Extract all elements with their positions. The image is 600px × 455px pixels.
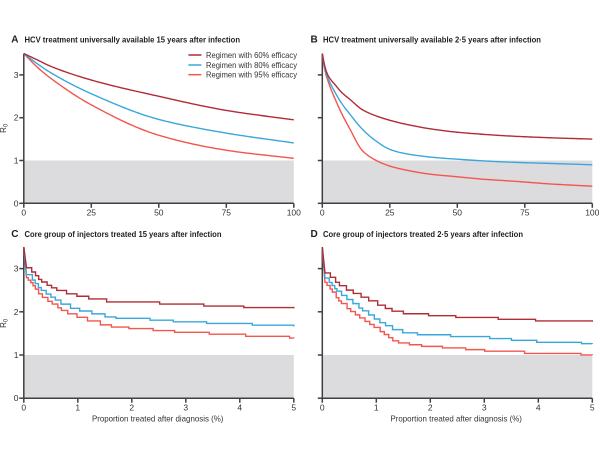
svg-text:1: 1 xyxy=(75,402,80,412)
svg-text:0: 0 xyxy=(21,207,26,217)
svg-text:Regimen with 95% efficacy: Regimen with 95% efficacy xyxy=(206,70,298,80)
svg-text:25: 25 xyxy=(87,207,97,217)
svg-text:75: 75 xyxy=(520,207,530,217)
svg-text:25: 25 xyxy=(385,207,395,217)
svg-text:Core group of injectors treate: Core group of injectors treated 2·5 year… xyxy=(323,229,523,239)
svg-text:0: 0 xyxy=(14,198,19,208)
svg-text:C: C xyxy=(11,229,18,240)
svg-text:50: 50 xyxy=(453,207,463,217)
svg-text:1: 1 xyxy=(14,156,19,166)
svg-text:0: 0 xyxy=(320,207,325,217)
svg-text:0: 0 xyxy=(320,402,325,412)
svg-text:Proportion treated after diagn: Proportion treated after diagnosis (%) xyxy=(390,414,522,424)
svg-text:100: 100 xyxy=(585,207,599,217)
svg-text:HCV treatment universally avai: HCV treatment universally available 2·5 … xyxy=(323,35,541,45)
svg-text:D: D xyxy=(311,229,318,240)
svg-text:100: 100 xyxy=(287,207,301,217)
svg-text:75: 75 xyxy=(222,207,232,217)
svg-text:Core group of injectors treate: Core group of injectors treated 15 years… xyxy=(25,229,222,239)
svg-text:4: 4 xyxy=(536,402,541,412)
svg-text:Proportion treated after diagn: Proportion treated after diagnosis (%) xyxy=(92,414,224,424)
svg-text:0: 0 xyxy=(14,393,19,403)
svg-text:Regimen with 60% efficacy: Regimen with 60% efficacy xyxy=(206,50,298,60)
svg-text:2: 2 xyxy=(14,113,19,123)
svg-text:5: 5 xyxy=(291,402,296,412)
svg-text:50: 50 xyxy=(154,207,164,217)
svg-text:B: B xyxy=(311,35,318,46)
svg-text:A: A xyxy=(11,35,18,46)
svg-text:3: 3 xyxy=(183,402,188,412)
svg-text:3: 3 xyxy=(14,264,19,274)
svg-text:5: 5 xyxy=(590,402,595,412)
svg-text:1: 1 xyxy=(14,350,19,360)
svg-text:4: 4 xyxy=(237,402,242,412)
svg-text:1: 1 xyxy=(374,402,379,412)
svg-text:2: 2 xyxy=(428,402,433,412)
svg-text:2: 2 xyxy=(129,402,134,412)
svg-text:R0: R0 xyxy=(0,123,9,133)
svg-text:2: 2 xyxy=(14,307,19,317)
svg-text:3: 3 xyxy=(14,70,19,80)
svg-text:3: 3 xyxy=(482,402,487,412)
svg-text:0: 0 xyxy=(21,402,26,412)
svg-text:Regimen with 80% efficacy: Regimen with 80% efficacy xyxy=(206,60,298,70)
svg-text:R0: R0 xyxy=(0,318,9,328)
svg-text:HCV treatment universally avai: HCV treatment universally available 15 y… xyxy=(25,35,241,45)
